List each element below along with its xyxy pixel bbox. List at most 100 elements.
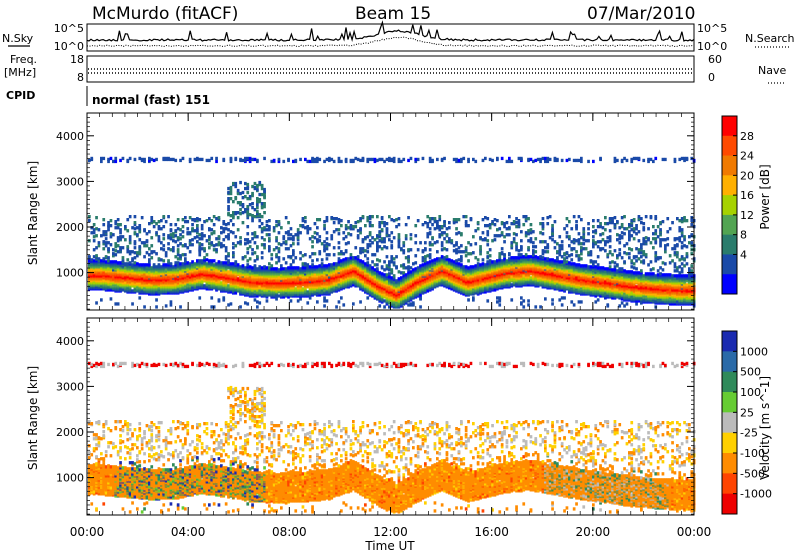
power-cell	[251, 206, 254, 210]
power-cell	[198, 267, 202, 271]
power-cell	[318, 264, 322, 268]
power-cell	[239, 201, 242, 205]
power-cell	[246, 251, 250, 255]
power-cell	[157, 257, 161, 261]
power-cell	[167, 261, 170, 265]
power-cell	[342, 237, 346, 241]
power-cell	[169, 157, 173, 162]
power-cell	[90, 279, 94, 283]
power-cell	[95, 254, 98, 258]
power-cell	[222, 275, 226, 279]
power-cell	[390, 231, 394, 235]
power-cell	[174, 240, 178, 244]
power-cell	[260, 227, 264, 231]
power-cell	[215, 276, 218, 280]
date-title: 07/Mar/2010	[587, 4, 695, 24]
power-cell	[440, 244, 444, 248]
power-cell	[116, 225, 120, 229]
power-cell	[428, 159, 432, 164]
nsearch-label: N.Search	[745, 32, 795, 45]
power-cell	[325, 242, 329, 246]
power-cell	[308, 227, 312, 231]
power-cell	[364, 254, 367, 258]
power-cell	[181, 268, 185, 272]
power-cell	[251, 184, 254, 189]
power-cell	[289, 244, 293, 248]
power-cell	[256, 203, 259, 207]
power-cell	[162, 237, 166, 241]
power-cell	[148, 156, 151, 161]
power-cell	[404, 237, 408, 241]
power-cell	[306, 266, 310, 270]
power-cell	[244, 242, 247, 246]
power-cell	[138, 156, 142, 161]
power-cell	[443, 156, 446, 161]
power-cell	[148, 260, 151, 264]
power-cell	[107, 224, 110, 228]
power-cell	[184, 243, 187, 247]
power-cell	[248, 270, 252, 274]
power-cell	[284, 231, 288, 235]
power-cell	[109, 276, 113, 280]
power-cell	[227, 235, 230, 239]
power-cell	[232, 262, 235, 266]
power-cell	[368, 239, 372, 243]
power-cell	[121, 287, 125, 291]
power-cell	[191, 218, 194, 222]
power-cell	[239, 236, 242, 240]
beam-title: Beam 15	[355, 4, 431, 24]
power-cell	[102, 240, 106, 244]
power-cell	[184, 253, 187, 257]
power-cell	[210, 270, 214, 274]
power-cell	[198, 237, 202, 241]
power-cell	[119, 277, 122, 281]
power-cell	[356, 255, 360, 259]
power-cell	[436, 220, 439, 224]
power-cell	[328, 253, 331, 257]
power-cell	[390, 260, 394, 264]
power-cell	[306, 225, 310, 229]
power-cell	[376, 263, 379, 267]
power-cell	[445, 248, 449, 252]
power-cell	[342, 258, 346, 262]
power-cell	[176, 261, 180, 265]
power-cell	[296, 299, 300, 303]
power-cell	[268, 266, 271, 270]
power-cell	[102, 218, 106, 222]
power-cell	[318, 218, 322, 222]
power-cell	[188, 159, 192, 164]
power-cell	[244, 186, 247, 191]
power-cell	[104, 274, 108, 278]
power-cell	[102, 223, 106, 227]
power-cell	[136, 233, 139, 237]
power-cell	[184, 284, 187, 288]
power-cell	[140, 263, 144, 267]
power-cell	[205, 253, 209, 257]
power-cell	[241, 287, 245, 291]
power-cell	[275, 246, 278, 250]
power-cell	[287, 237, 290, 241]
power-cell	[440, 248, 444, 252]
power-cell	[320, 262, 324, 266]
power-cell	[385, 222, 389, 226]
power-cell	[131, 226, 134, 230]
power-cell	[167, 242, 170, 246]
power-cell	[174, 282, 178, 286]
power-cell	[136, 281, 139, 285]
power-cell	[318, 250, 322, 254]
power-cell	[426, 289, 430, 293]
power-cell	[407, 268, 410, 272]
power-cell	[368, 231, 372, 235]
power-cell	[263, 265, 266, 269]
power-cell	[260, 222, 264, 226]
power-cell	[215, 243, 218, 247]
power-cell	[438, 257, 442, 261]
power-cell	[198, 296, 202, 300]
power-cell	[188, 283, 192, 287]
power-cell	[383, 293, 386, 297]
power-cell	[210, 232, 214, 236]
power-cell	[428, 260, 432, 264]
power-cell	[392, 156, 396, 161]
power-cell	[337, 218, 341, 222]
power-cell	[323, 247, 326, 251]
